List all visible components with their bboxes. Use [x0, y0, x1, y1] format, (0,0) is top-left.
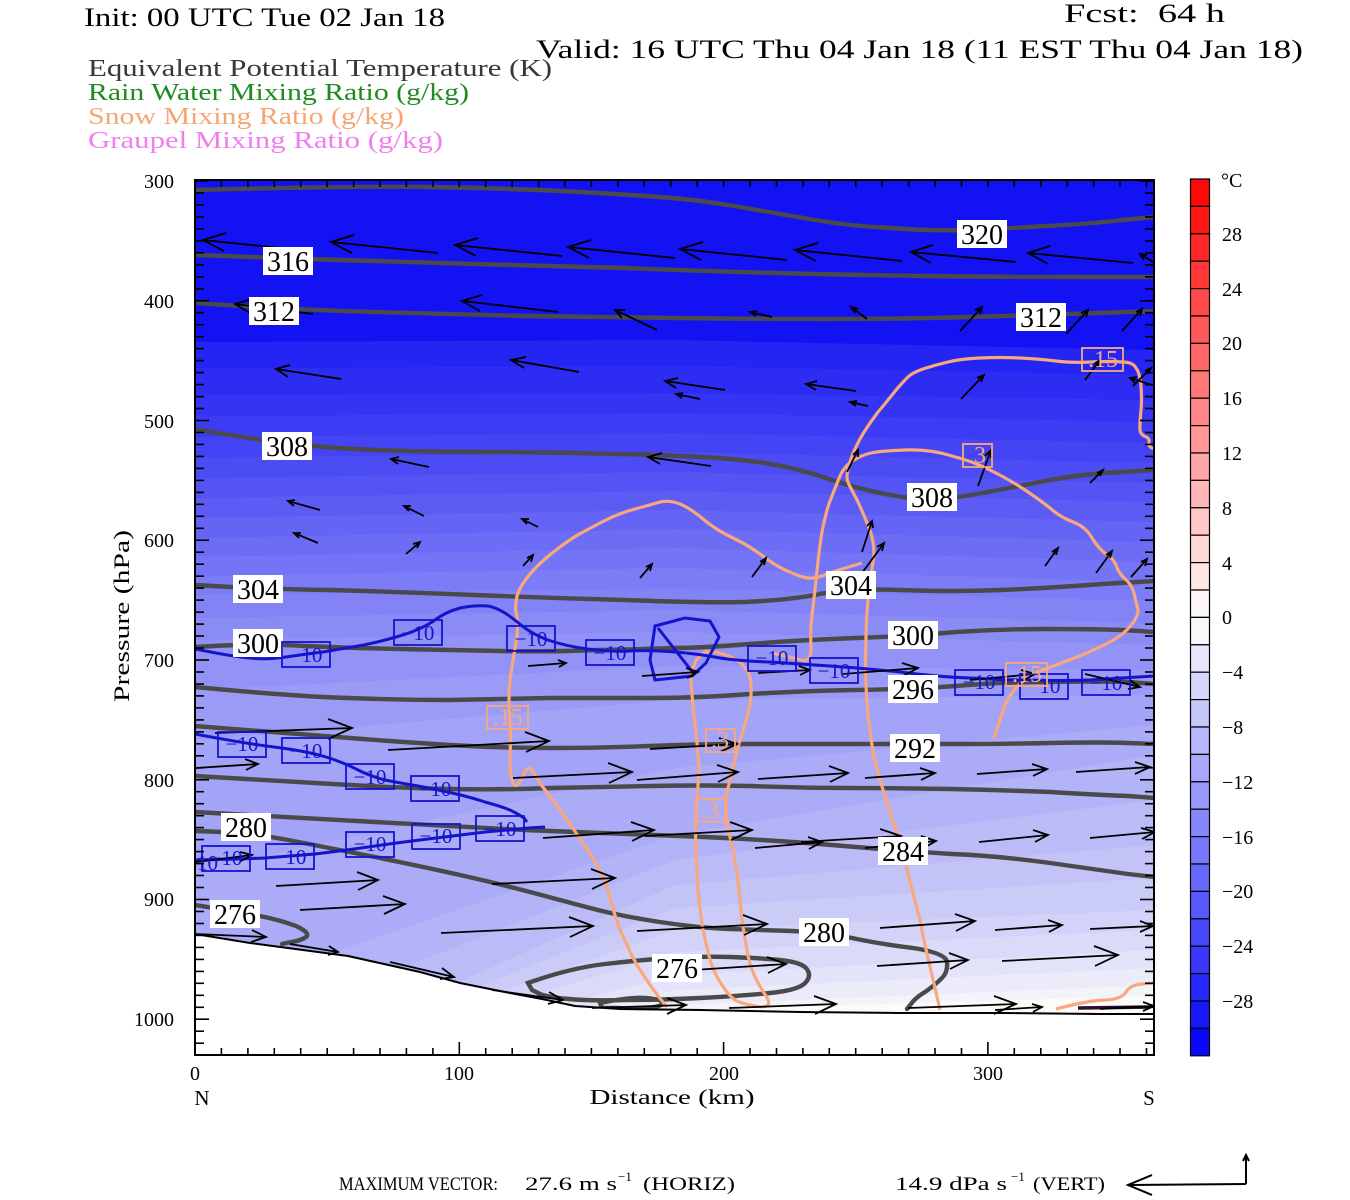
svg-text:−24: −24: [1222, 936, 1253, 958]
svg-text:−12: −12: [1222, 772, 1253, 794]
svg-text:.3: .3: [968, 443, 986, 469]
svg-text:308: 308: [911, 483, 953, 514]
svg-text:−10: −10: [963, 670, 996, 694]
svg-text:−4: −4: [1222, 662, 1243, 684]
svg-text:Valid: 16 UTC Thu 04 Jan 18 (1: Valid: 16 UTC Thu 04 Jan 18 (11 EST Thu …: [536, 35, 1303, 64]
svg-text:−10: −10: [594, 641, 627, 665]
svg-text:−10: −10: [818, 659, 851, 683]
svg-text:14.9 dPa s: 14.9 dPa s: [895, 1174, 1007, 1195]
svg-text:(VERT): (VERT): [1033, 1174, 1105, 1195]
svg-text:300: 300: [892, 621, 934, 652]
svg-text:.15: .15: [1088, 347, 1118, 373]
svg-text:316: 316: [267, 247, 309, 278]
svg-text:S: S: [1143, 1086, 1155, 1110]
svg-text:Init: 00 UTC Tue 02 Jan 18: Init: 00 UTC Tue 02 Jan 18: [84, 3, 445, 32]
svg-text:600: 600: [144, 530, 174, 552]
svg-text:−1: −1: [1011, 1169, 1025, 1184]
svg-text:8: 8: [1222, 498, 1232, 520]
svg-text:−10: −10: [420, 824, 453, 848]
svg-text:−10: −10: [226, 732, 259, 756]
svg-text:−10: −10: [402, 621, 435, 645]
svg-text:27.6 m s: 27.6 m s: [525, 1174, 617, 1195]
svg-text:Rain Water Mixing Ratio (g/kg): Rain Water Mixing Ratio (g/kg): [88, 80, 469, 106]
svg-text:700: 700: [144, 650, 174, 672]
svg-text:−10: −10: [756, 646, 789, 670]
svg-text:100: 100: [444, 1063, 474, 1085]
svg-text:Pressure (hPa): Pressure (hPa): [109, 530, 134, 702]
svg-text:N: N: [194, 1086, 209, 1110]
svg-text:−10: −10: [290, 643, 323, 667]
svg-text:312: 312: [253, 297, 295, 328]
svg-text:−20: −20: [1222, 881, 1253, 903]
svg-text:500: 500: [144, 411, 174, 433]
svg-text:−16: −16: [1222, 827, 1253, 849]
svg-text:MAXIMUM VECTOR:: MAXIMUM VECTOR:: [339, 1174, 498, 1195]
svg-text:308: 308: [266, 432, 308, 463]
svg-text:−10: −10: [484, 817, 517, 841]
svg-text:276: 276: [214, 900, 256, 931]
svg-text:300: 300: [973, 1063, 1003, 1085]
svg-text:−10: −10: [354, 765, 387, 789]
svg-text:−10: −10: [354, 832, 387, 856]
svg-text:(HORIZ): (HORIZ): [643, 1174, 735, 1195]
svg-text:800: 800: [144, 770, 174, 792]
svg-text:16: 16: [1222, 388, 1242, 410]
svg-text:Equivalent Potential Temperatu: Equivalent Potential Temperature (K): [88, 56, 552, 82]
svg-text:312: 312: [1020, 303, 1062, 334]
svg-text:Fcst: 64 h: Fcst: 64 h: [1064, 0, 1225, 28]
svg-text:400: 400: [144, 291, 174, 313]
svg-text:24: 24: [1222, 279, 1242, 301]
svg-text:900: 900: [144, 889, 174, 911]
svg-text:−10: −10: [1090, 671, 1123, 695]
svg-text:4: 4: [1222, 553, 1232, 575]
svg-text:−10: −10: [210, 846, 243, 870]
svg-text:−1: −1: [618, 1169, 632, 1184]
svg-text:°C: °C: [1221, 170, 1242, 192]
svg-text:.3: .3: [701, 798, 719, 824]
svg-text:−10: −10: [274, 845, 307, 869]
svg-text:.3: .3: [711, 728, 729, 754]
svg-text:−28: −28: [1222, 991, 1253, 1013]
svg-text:284: 284: [882, 837, 924, 868]
svg-text:1000: 1000: [134, 1009, 174, 1031]
svg-text:0: 0: [190, 1063, 200, 1085]
svg-text:−10: −10: [290, 739, 323, 763]
svg-text:.15: .15: [493, 705, 523, 731]
svg-text:280: 280: [803, 918, 845, 949]
svg-text:0: 0: [1222, 607, 1232, 629]
svg-text:280: 280: [225, 813, 267, 844]
svg-text:320: 320: [961, 220, 1003, 251]
svg-text:300: 300: [237, 629, 279, 660]
svg-text:300: 300: [144, 171, 174, 193]
svg-text:Snow Mixing Ratio (g/kg): Snow Mixing Ratio (g/kg): [88, 104, 404, 130]
svg-text:276: 276: [656, 954, 698, 985]
svg-text:−10: −10: [515, 627, 548, 651]
svg-text:Distance (km): Distance (km): [590, 1085, 755, 1109]
svg-text:292: 292: [894, 734, 936, 765]
svg-text:−10: −10: [419, 777, 452, 801]
svg-text:296: 296: [892, 675, 934, 706]
svg-text:20: 20: [1222, 333, 1242, 355]
svg-text:−8: −8: [1222, 717, 1243, 739]
svg-text:.15: .15: [1012, 662, 1042, 688]
svg-text:304: 304: [830, 571, 872, 602]
svg-text:10: 10: [197, 851, 218, 875]
svg-text:28: 28: [1222, 224, 1242, 246]
svg-text:Graupel Mixing Ratio (g/kg): Graupel Mixing Ratio (g/kg): [88, 128, 443, 154]
svg-text:304: 304: [237, 575, 279, 606]
svg-text:200: 200: [709, 1063, 739, 1085]
svg-text:12: 12: [1222, 443, 1242, 465]
